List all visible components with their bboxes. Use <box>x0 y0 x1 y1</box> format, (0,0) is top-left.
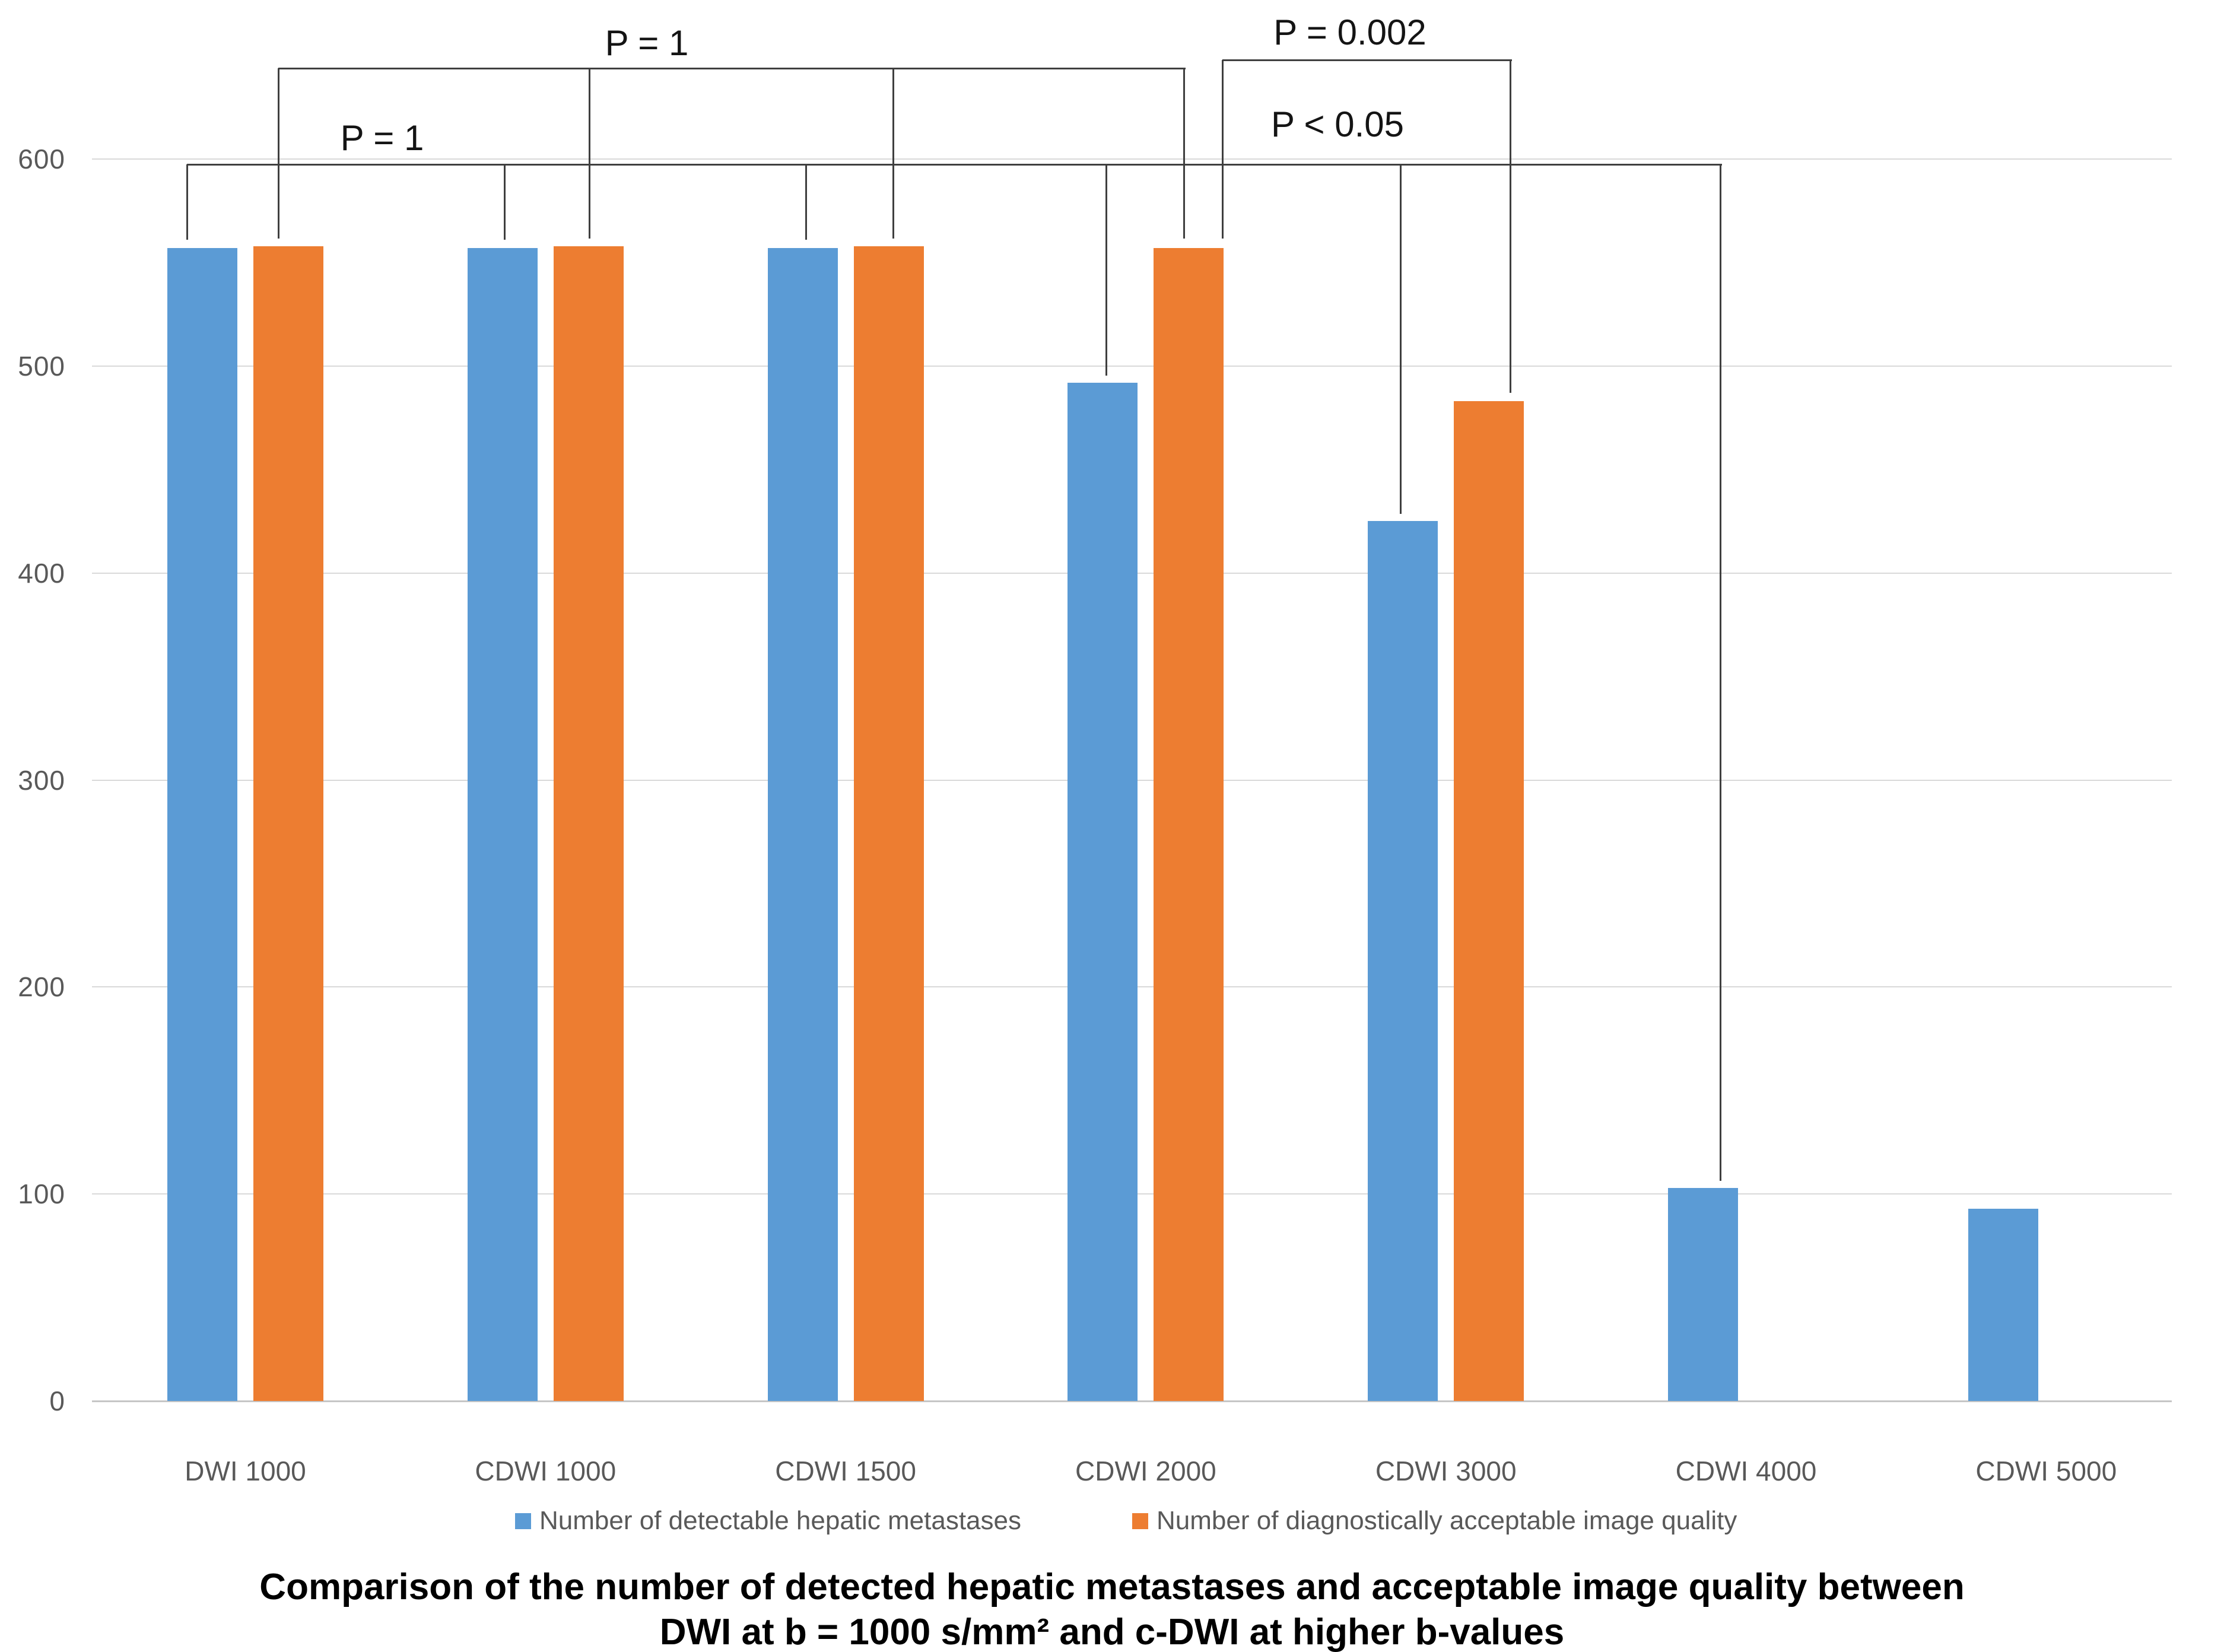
significance-bracket-line <box>805 164 807 240</box>
gridline <box>92 158 2172 160</box>
bar-metastases-cdwi-4000 <box>1668 1187 1738 1401</box>
significance-bracket-line <box>1183 68 1185 239</box>
chart-title-line-1: Comparison of the number of detected hep… <box>259 1567 1965 1607</box>
bar-metastases-dwi-1000 <box>167 247 237 1401</box>
significance-bracket-line <box>1221 60 1224 239</box>
significance-bracket-line <box>1105 164 1107 376</box>
bar-metastases-cdwi-2000 <box>1067 382 1138 1401</box>
x-category-label: DWI 1000 <box>185 1456 306 1486</box>
bar-image-quality-cdwi-2000 <box>1154 247 1224 1401</box>
significance-bracket-line <box>278 67 1186 69</box>
bar-metastases-cdwi-1000 <box>467 247 538 1401</box>
y-tick-label: 500 <box>18 350 65 382</box>
p-value-label-p-top: P = 1 <box>605 23 689 63</box>
legend-label-metastases: Number of detectable hepatic metastases <box>539 1506 1022 1535</box>
bar-image-quality-cdwi-1000 <box>553 246 624 1401</box>
p-value-label-p-right-top: P = 0.002 <box>1273 12 1426 52</box>
bar-metastases-cdwi-5000 <box>1968 1208 2038 1401</box>
x-category-label: CDWI 4000 <box>1675 1456 1817 1486</box>
legend-swatch-orange <box>1132 1513 1148 1529</box>
chart-title-line-2: DWI at b = 1000 s/mm² and c-DWI at highe… <box>659 1612 1565 1652</box>
bar-image-quality-dwi-1000 <box>253 246 323 1401</box>
x-category-label: CDWI 1000 <box>475 1456 617 1486</box>
x-category-label: CDWI 5000 <box>1975 1456 2117 1486</box>
legend-item-metastases: Number of detectable hepatic metastases <box>515 1506 1021 1536</box>
y-tick-label: 400 <box>18 557 65 589</box>
legend-swatch-blue <box>515 1513 531 1529</box>
x-category-label: CDWI 2000 <box>1075 1456 1216 1486</box>
x-axis-line <box>92 1400 2172 1402</box>
significance-bracket-line <box>503 164 506 240</box>
significance-bracket-line <box>1719 164 1721 1181</box>
x-category-label: CDWI 3000 <box>1375 1456 1517 1486</box>
bar-metastases-cdwi-3000 <box>1368 521 1438 1401</box>
legend-item-image-quality: Number of diagnostically acceptable imag… <box>1132 1506 1737 1536</box>
y-tick-label: 300 <box>18 764 65 796</box>
significance-bracket-line <box>187 163 1722 166</box>
y-tick-label: 600 <box>18 144 65 174</box>
p-value-label-p-left: P = 1 <box>340 118 424 158</box>
significance-bracket-line <box>892 68 894 239</box>
significance-bracket-line <box>588 68 590 239</box>
significance-bracket-line <box>1222 59 1512 61</box>
bar-image-quality-cdwi-3000 <box>1454 401 1524 1401</box>
bar-image-quality-cdwi-1500 <box>853 246 924 1401</box>
x-category-label: CDWI 1500 <box>775 1456 916 1486</box>
y-tick-label: 200 <box>18 971 65 1003</box>
legend-label-image-quality: Number of diagnostically acceptable imag… <box>1157 1506 1737 1535</box>
gridline <box>92 365 2172 367</box>
significance-bracket-line <box>1399 164 1402 514</box>
bar-metastases-cdwi-1500 <box>767 247 838 1401</box>
y-tick-label: 0 <box>49 1386 65 1416</box>
y-tick-label: 100 <box>18 1178 65 1210</box>
significance-bracket-line <box>186 164 188 240</box>
p-value-label-p-right: P < 0.05 <box>1270 104 1405 144</box>
significance-bracket-line <box>277 68 279 239</box>
significance-bracket-line <box>1509 60 1511 393</box>
